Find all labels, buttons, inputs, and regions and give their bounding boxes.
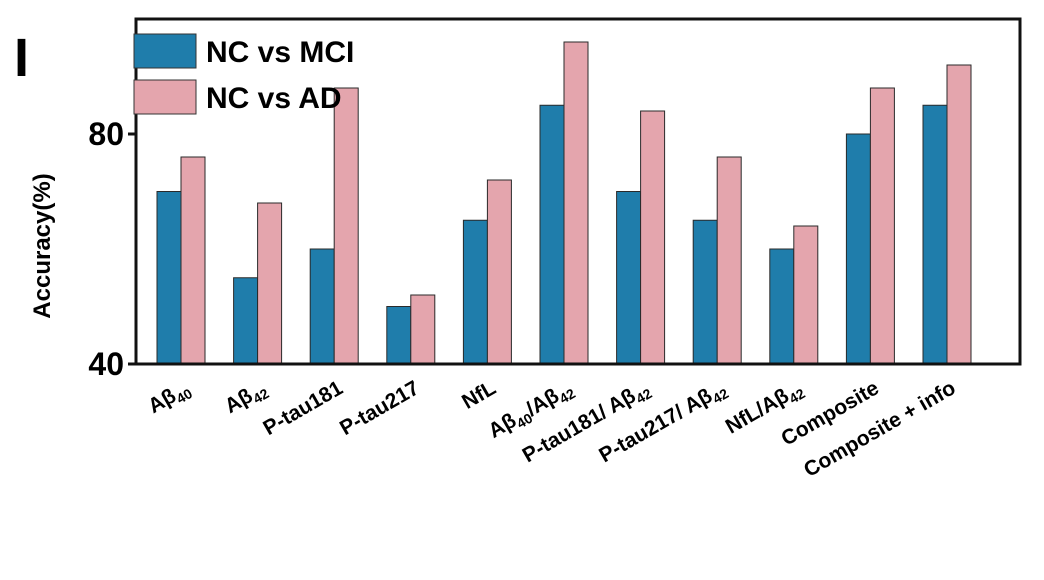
x-tick-label-3: P-tau217 [336, 376, 423, 440]
bar-nc-vs-mci-9 [845, 133, 871, 365]
x-tick-label-1: Aβ42 [221, 376, 272, 420]
bar-nc-vs-ad-2 [333, 87, 359, 365]
legend-swatch-nc-vs-ad [133, 79, 197, 115]
bar-nc-vs-ad-8 [793, 225, 819, 365]
bar-nc-vs-mci-0 [156, 191, 182, 365]
bar-nc-vs-ad-9 [869, 87, 895, 365]
x-tick-label-0: Aβ40 [144, 376, 195, 420]
bar-nc-vs-mci-2 [309, 248, 335, 365]
y-axis: 40 80 [88, 116, 136, 382]
bar-nc-vs-mci-5 [539, 104, 565, 365]
bars-group [156, 41, 972, 365]
bar-nc-vs-ad-3 [410, 294, 436, 365]
bar-nc-vs-ad-0 [180, 156, 206, 365]
legend-swatch-nc-vs-mci [133, 33, 197, 69]
y-tick-label-40: 40 [88, 346, 124, 382]
x-tick-label-4: NfL [458, 376, 500, 413]
bar-nc-vs-mci-8 [769, 248, 795, 365]
bar-nc-vs-ad-5 [563, 41, 589, 365]
x-tick-label-2: P-tau181 [259, 376, 347, 440]
legend-label-nc-vs-ad: NC vs AD [206, 82, 342, 115]
bar-nc-vs-ad-6 [640, 110, 666, 365]
legend: NC vs MCI NC vs AD [133, 33, 354, 115]
bar-nc-vs-mci-10 [922, 104, 948, 365]
y-axis-label: Accuracy(%) [29, 173, 56, 318]
bar-nc-vs-mci-1 [233, 277, 259, 365]
bar-nc-vs-mci-6 [616, 191, 642, 365]
bar-nc-vs-ad-10 [946, 64, 972, 365]
bar-nc-vs-ad-4 [486, 179, 512, 365]
y-tick-label-80: 80 [88, 116, 124, 152]
bar-nc-vs-mci-3 [386, 306, 412, 365]
bar-nc-vs-mci-7 [692, 219, 718, 365]
bar-nc-vs-ad-1 [257, 202, 283, 365]
plot-frame [134, 17, 1022, 366]
bar-nc-vs-ad-7 [716, 156, 742, 365]
panel-letter: I [14, 28, 29, 88]
legend-label-nc-vs-mci: NC vs MCI [206, 36, 354, 69]
bar-nc-vs-mci-4 [462, 219, 488, 365]
